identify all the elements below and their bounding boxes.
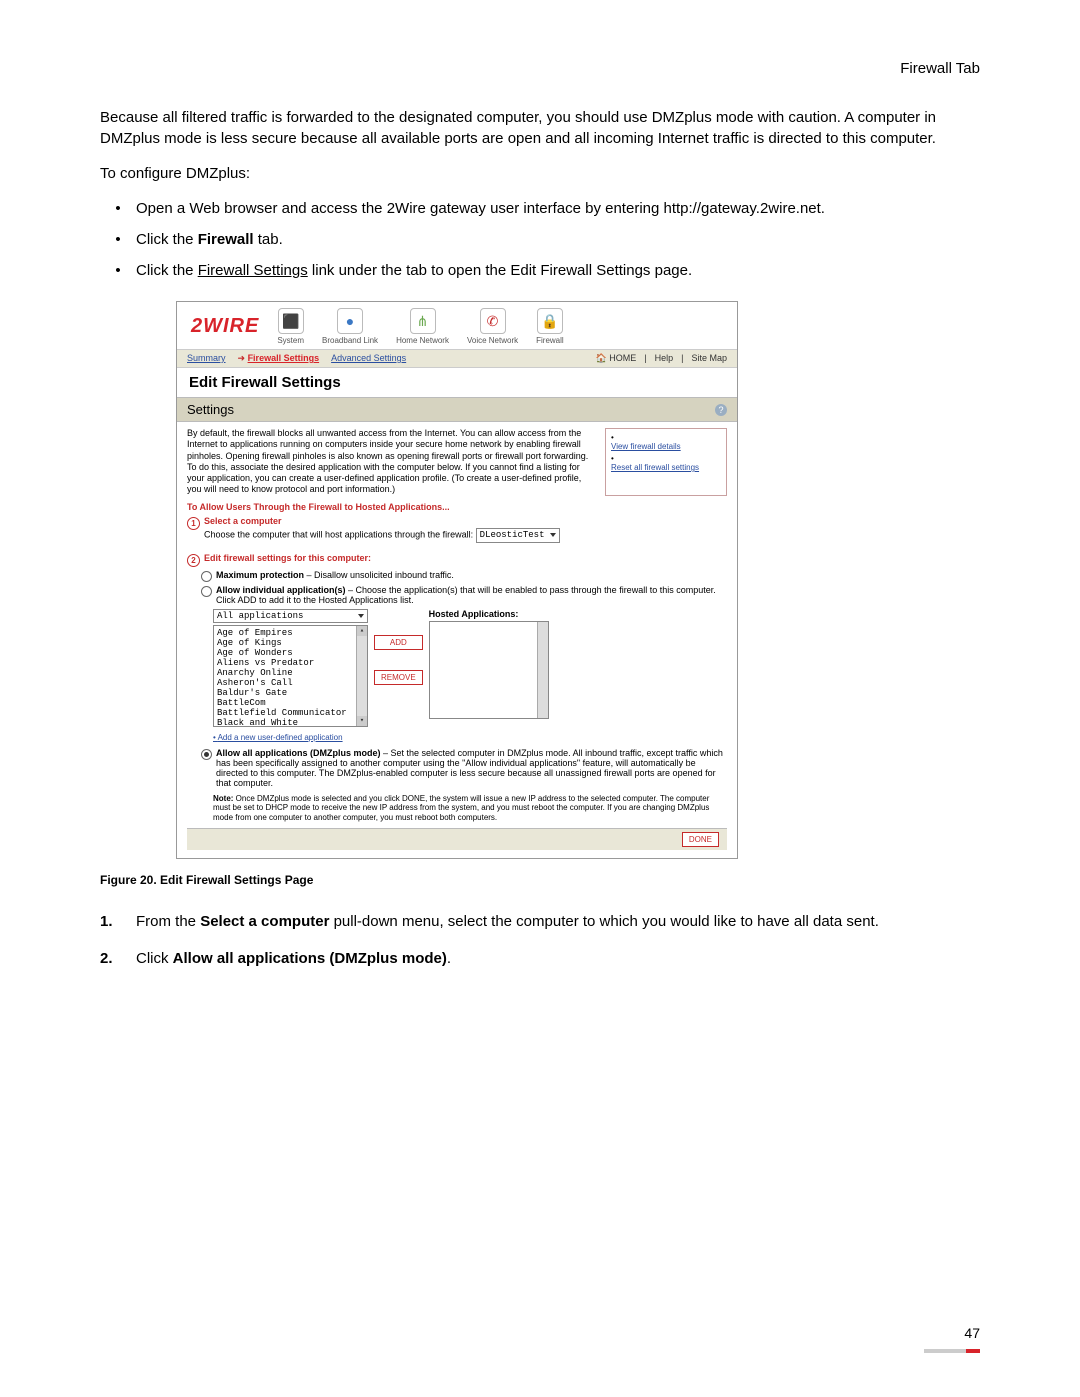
scrollbar[interactable]: ▴▾ [356,626,367,726]
bullet-2-pre: Click the [136,231,198,248]
settings-bar: Settings ? [177,397,737,422]
list-item[interactable]: Anarchy Online [217,668,355,678]
bullet-3-post: link under the tab to open the Edit Fire… [308,262,692,279]
applications-dropdown[interactable]: All applications [213,609,368,623]
nav-system[interactable]: ⬛ System [277,308,304,345]
chevron-down-icon [550,533,556,537]
nav-broadband-label: Broadband Link [322,336,378,345]
bullet-2-post: tab. [254,231,283,248]
nav-voice[interactable]: ✆ Voice Network [467,308,518,345]
bullet-3-pre: Click the [136,262,198,279]
top-nav: 2WIRE ⬛ System ● Broadband Link ⋔ Home N… [177,302,737,349]
shot-page-title: Edit Firewall Settings [177,368,737,397]
done-button[interactable]: DONE [682,832,719,847]
step-2-badge: 2 [187,554,200,567]
list-item[interactable]: Age of Empires [217,628,355,638]
step-number-1: 1. [100,911,118,932]
subnav-home-label: HOME [609,353,636,363]
add-user-defined-link[interactable]: • Add a new user-defined application [213,733,343,742]
list-item[interactable]: Asheron's Call [217,678,355,688]
home-icon[interactable]: 🏠 HOME [596,353,637,364]
computer-select[interactable]: DLeosticTest [476,528,561,543]
nav-system-label: System [277,336,304,345]
hosted-label: Hosted Applications: [429,609,549,619]
list-item[interactable]: Age of Wonders [217,648,355,658]
page-header: Firewall Tab [100,60,980,77]
scrollbar[interactable] [537,622,548,718]
step-1-sub: Choose the computer that will host appli… [204,529,473,539]
list-item[interactable]: BattleCom [217,698,355,708]
nav-home[interactable]: ⋔ Home Network [396,308,449,345]
list-item[interactable]: Aliens vs Predator [217,658,355,668]
allow-users-heading: To Allow Users Through the Firewall to H… [187,502,727,512]
subnav-sitemap[interactable]: Site Map [691,353,727,364]
list-item[interactable]: Battlefield Communicator [217,708,355,718]
bullet-dot: • [100,260,136,281]
list-item[interactable]: Baldur's Gate [217,688,355,698]
opt3-bold: Allow all applications (DMZplus mode) [216,748,381,758]
nav-broadband[interactable]: ● Broadband Link [322,308,378,345]
list-item[interactable]: Age of Kings [217,638,355,648]
opt1-rest: – Disallow unsolicited inbound traffic. [304,570,454,580]
add-button[interactable]: ADD [374,635,423,650]
phone-icon: ✆ [480,308,506,334]
page-number: 47 [964,1325,980,1341]
bullet-3-link: Firewall Settings [198,262,308,279]
bullet-1: Open a Web browser and access the 2Wire … [136,198,980,219]
subnav-advanced[interactable]: Advanced Settings [331,353,406,364]
remove-button[interactable]: REMOVE [374,670,423,685]
footer-accent [924,1349,980,1353]
nav-home-label: Home Network [396,336,449,345]
step-1-text: From the Select a computer pull-down men… [136,911,879,932]
applications-list[interactable]: Age of Empires Age of Kings Age of Wonde… [213,625,368,727]
applications-dropdown-value: All applications [217,611,303,621]
step-2-text: Click Allow all applications (DMZplus mo… [136,948,451,969]
bullet-dot: • [100,229,136,250]
side-links: • View firewall details • Reset all fire… [605,428,727,496]
figure-caption: Figure 20. Edit Firewall Settings Page [100,873,980,887]
step-number-2: 2. [100,948,118,969]
opt2-bold: Allow individual application(s) [216,585,346,595]
bullet-dot: • [100,198,136,219]
step-1-label: Select a computer [204,516,560,526]
bullet-3: Click the Firewall Settings link under t… [136,260,980,281]
computer-select-value: DLeosticTest [480,530,545,540]
settings-description: By default, the firewall blocks all unwa… [187,428,597,496]
list-item[interactable]: Black and White [217,718,355,727]
network-icon: ⋔ [410,308,436,334]
bullet-2-bold: Firewall [198,231,254,248]
chevron-down-icon [358,614,364,618]
radio-max-protection[interactable] [201,571,212,582]
dmz-note: Note: Once DMZplus mode is selected and … [213,794,727,823]
nav-voice-label: Voice Network [467,336,518,345]
subnav-firewall-settings[interactable]: Firewall Settings [248,353,320,363]
lock-icon: 🔒 [537,308,563,334]
step-1-badge: 1 [187,517,200,530]
nav-firewall-label: Firewall [536,336,564,345]
subnav: Summary ➜ Firewall Settings Advanced Set… [177,349,737,368]
radio-dmzplus[interactable] [201,749,212,760]
subnav-summary[interactable]: Summary [187,353,226,364]
logo: 2WIRE [191,315,259,338]
subnav-help[interactable]: Help [655,353,674,364]
radio-allow-individual[interactable] [201,586,212,597]
reset-firewall-link[interactable]: Reset all firewall settings [611,463,721,472]
help-icon[interactable]: ? [715,404,727,416]
step-2-label: Edit firewall settings for this computer… [204,553,371,563]
hosted-applications-list[interactable] [429,621,549,719]
intro-paragraph: Because all filtered traffic is forwarde… [100,107,980,149]
settings-label: Settings [187,402,234,417]
view-firewall-details-link[interactable]: View firewall details [611,442,721,451]
screenshot: 2WIRE ⬛ System ● Broadband Link ⋔ Home N… [176,301,738,859]
opt1-bold: Maximum protection [216,570,304,580]
system-icon: ⬛ [278,308,304,334]
bullet-2: Click the Firewall tab. [136,229,980,250]
globe-icon: ● [337,308,363,334]
configure-lead: To configure DMZplus: [100,163,980,184]
nav-firewall[interactable]: 🔒 Firewall [536,308,564,345]
